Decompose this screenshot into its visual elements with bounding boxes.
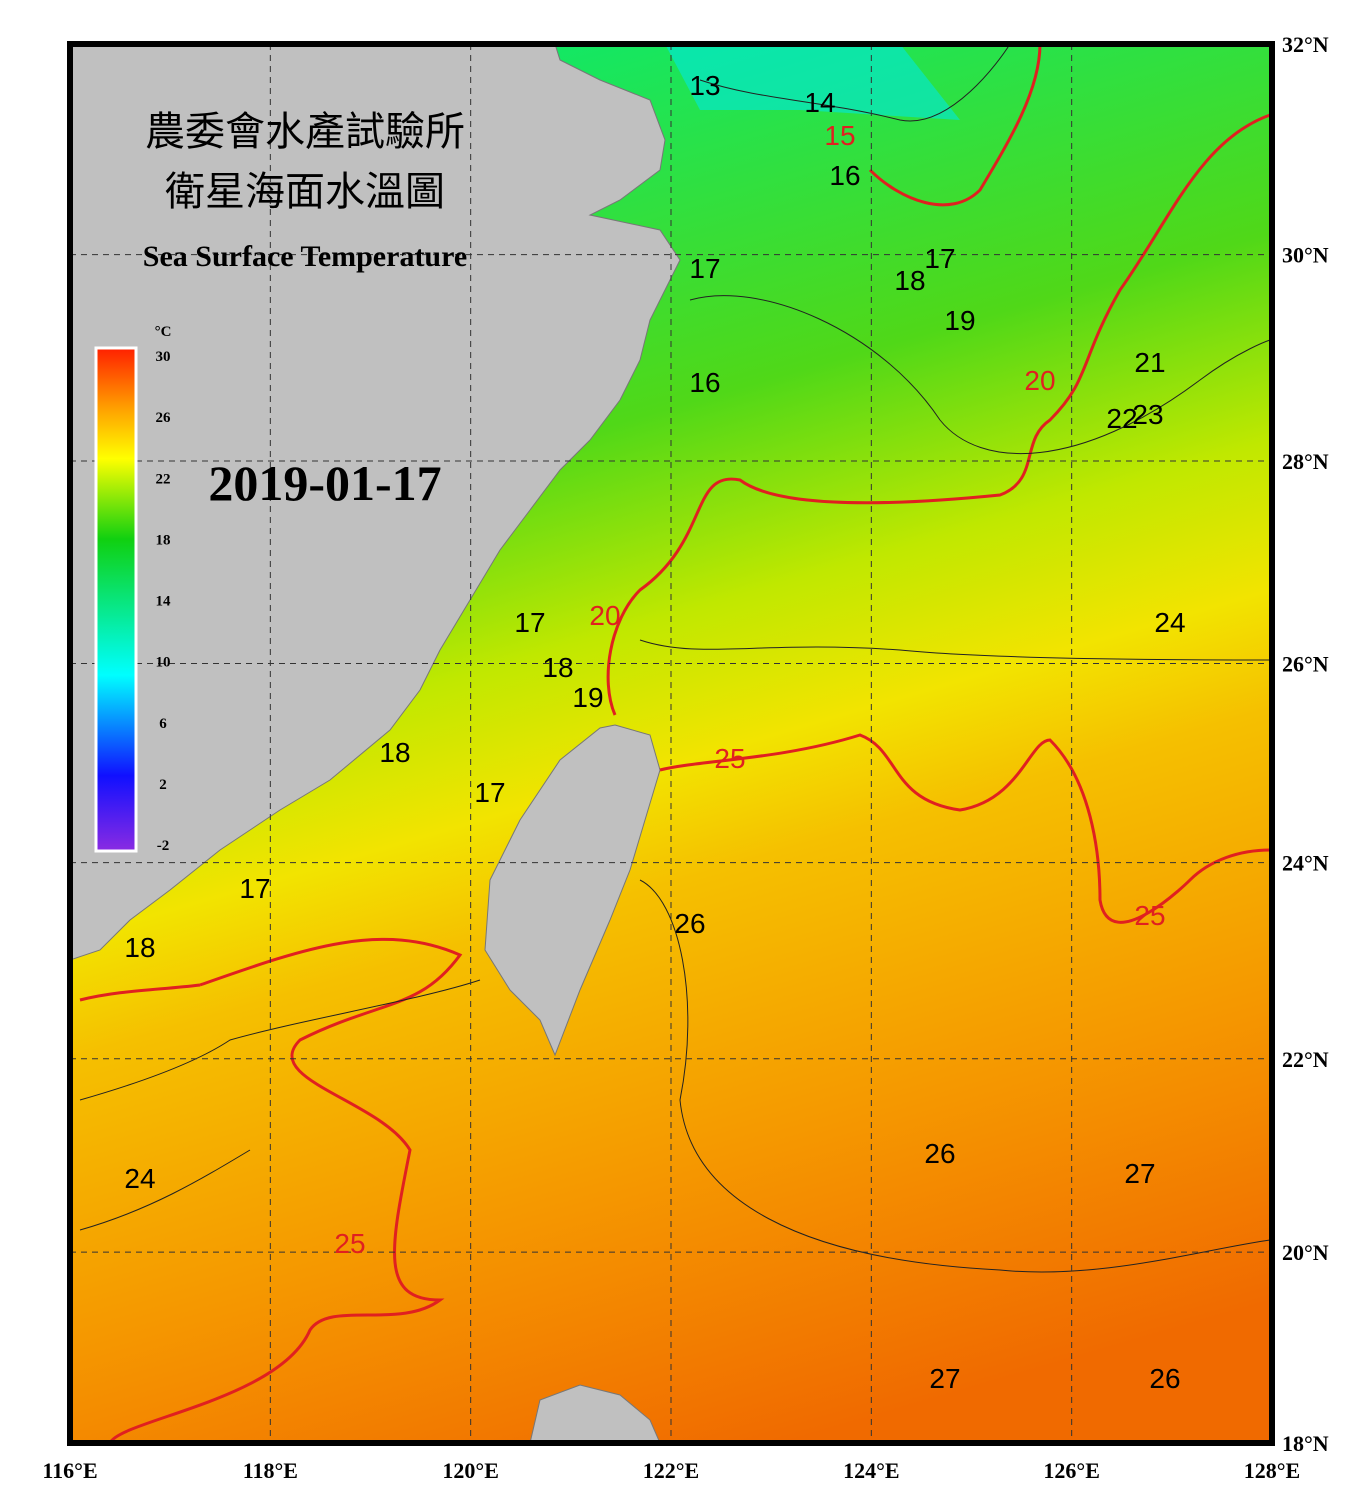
- title-line2: 衛星海面水溫圖: [165, 169, 445, 214]
- contour-label: 20: [589, 600, 620, 631]
- lat-label: 18°N: [1282, 1431, 1329, 1456]
- colorbar-tick: 2: [159, 777, 167, 793]
- lat-label: 30°N: [1282, 243, 1329, 268]
- contour-label: 19: [572, 682, 603, 713]
- lat-label: 22°N: [1282, 1047, 1329, 1072]
- contour-label: 16: [829, 160, 860, 191]
- lon-label: 124°E: [843, 1458, 899, 1483]
- lat-label: 26°N: [1282, 652, 1329, 677]
- contour-label: 17: [514, 607, 545, 638]
- contour-label: 14: [804, 87, 835, 118]
- colorbar-tick: 30: [156, 349, 171, 365]
- contour-label: 19: [944, 305, 975, 336]
- contour-label: 18: [894, 265, 925, 296]
- date: 2019-01-17: [208, 455, 441, 511]
- contour-label: 26: [674, 908, 705, 939]
- contour-label: 17: [689, 253, 720, 284]
- colorbar: [94, 346, 138, 853]
- colorbar-tick: 26: [156, 410, 172, 426]
- contour-label: 24: [1154, 607, 1185, 638]
- contour-label: 24: [124, 1163, 155, 1194]
- contour-label: 26: [1149, 1363, 1180, 1394]
- lat-label: 20°N: [1282, 1240, 1329, 1265]
- isotherms: [79, 44, 1271, 1443]
- colorbar-unit: °C: [155, 324, 172, 340]
- colorbar-tick: 22: [156, 471, 171, 487]
- contour-label: 18: [379, 737, 410, 768]
- contour-label: 21: [1134, 347, 1165, 378]
- lon-label: 122°E: [643, 1458, 699, 1483]
- contour-label: 25: [334, 1228, 365, 1259]
- contour-label: 17: [474, 777, 505, 808]
- contour-label: 15: [824, 120, 855, 151]
- mainland: [70, 44, 681, 961]
- lat-label: 28°N: [1282, 449, 1329, 474]
- contour-label: 26: [924, 1138, 955, 1169]
- labels: 116°E 118°E 120°E 122°E 124°E 126°E 128°E18°N 2…: [42, 32, 1328, 1483]
- subtitle: Sea Surface Temperature: [143, 240, 467, 273]
- colorbar-tick: -2: [157, 838, 170, 854]
- contour-label: 20: [1024, 365, 1055, 396]
- contour-label: 23: [1132, 399, 1163, 430]
- lon-label: 120°E: [442, 1458, 498, 1483]
- map-frame: [67, 41, 1275, 1446]
- lon-label: 118°E: [243, 1458, 298, 1483]
- contours: [79, 44, 1271, 1273]
- cold-water: [665, 44, 960, 120]
- lon-label: 116°E: [42, 1458, 97, 1483]
- colorbar-tick: 14: [156, 594, 172, 610]
- contour-label: 18: [542, 652, 573, 683]
- contour-label: 27: [929, 1363, 960, 1394]
- lon-label: 128°E: [1244, 1458, 1300, 1483]
- contour-label: 27: [1124, 1158, 1155, 1189]
- colorbar-tick: 6: [159, 716, 167, 732]
- contour-label: 25: [714, 743, 745, 774]
- contour-label: 13: [689, 70, 720, 101]
- contour-label: 16: [689, 367, 720, 398]
- contour-label: 18: [124, 932, 155, 963]
- taiwan: [484, 724, 661, 1057]
- colorbar-tick: 18: [156, 532, 171, 548]
- contour-label: 22: [1106, 403, 1137, 434]
- title-line1: 農委會水產試驗所: [145, 109, 465, 154]
- contour-label: 17: [239, 873, 270, 904]
- colorbar-tick: 10: [156, 655, 171, 671]
- luzon: [529, 1384, 661, 1443]
- lon-label: 126°E: [1043, 1458, 1099, 1483]
- lat-label: 24°N: [1282, 851, 1329, 876]
- lat-label: 32°N: [1282, 32, 1329, 57]
- contour-label: 25: [1134, 900, 1165, 931]
- contour-label: 17: [924, 243, 955, 274]
